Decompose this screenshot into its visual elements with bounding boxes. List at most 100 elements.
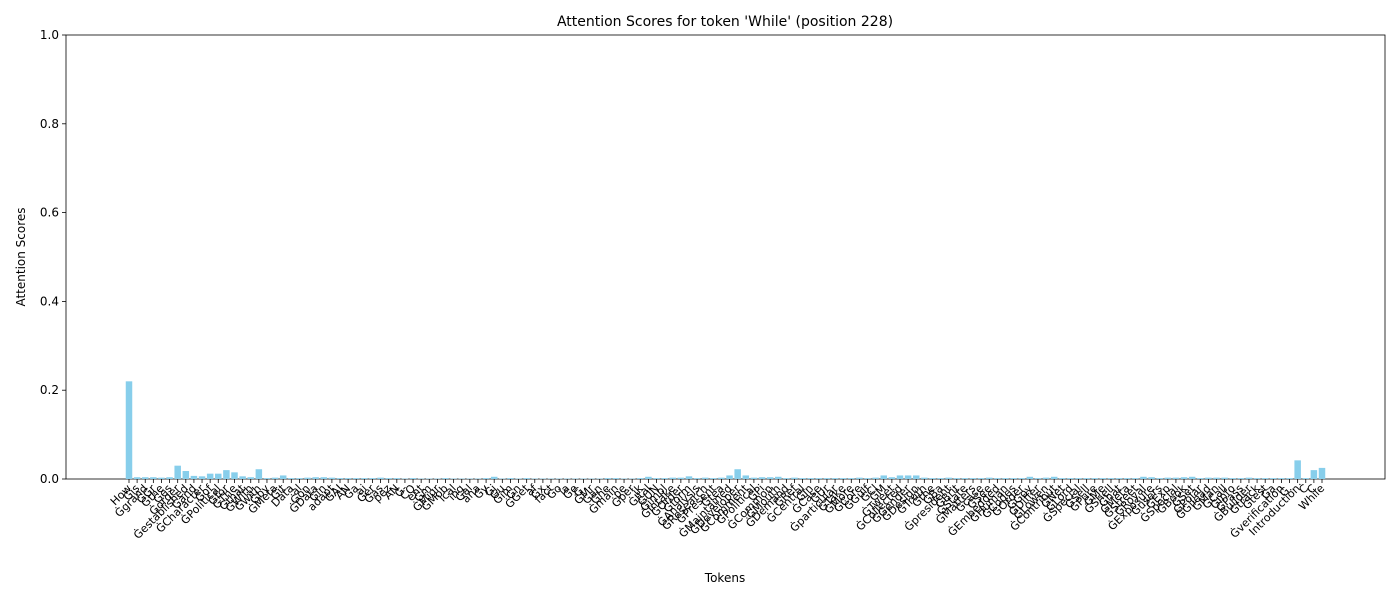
bar	[758, 477, 766, 479]
y-tick-label: 0.4	[40, 294, 59, 308]
bar	[831, 478, 839, 479]
bar	[1034, 478, 1042, 479]
chart-title: Attention Scores for token 'While' (posi…	[557, 14, 893, 30]
bar	[1010, 478, 1017, 479]
bar	[141, 477, 149, 479]
bar	[271, 477, 279, 479]
bar	[1213, 477, 1220, 479]
bar	[1042, 477, 1050, 479]
bar	[263, 478, 271, 479]
bar	[1261, 478, 1269, 479]
bar	[848, 478, 855, 479]
bar	[1050, 476, 1058, 479]
bar	[1253, 478, 1261, 479]
bar	[986, 477, 993, 479]
bar	[409, 478, 417, 479]
bar	[1172, 477, 1180, 479]
bar	[823, 478, 831, 479]
bar	[685, 476, 693, 479]
bar	[799, 478, 806, 479]
bar	[166, 477, 173, 479]
bar	[977, 478, 985, 479]
bar	[921, 477, 928, 479]
bar	[872, 477, 879, 479]
bar	[507, 478, 514, 479]
bar	[158, 477, 165, 479]
bar	[1245, 477, 1253, 479]
bar	[125, 381, 133, 479]
bar	[612, 478, 620, 479]
bar	[637, 478, 644, 479]
bar	[969, 478, 977, 479]
bar	[929, 478, 936, 479]
bar	[1164, 477, 1172, 479]
bar	[344, 478, 352, 479]
bar	[1270, 478, 1277, 479]
bar	[604, 478, 612, 479]
bar	[653, 478, 660, 479]
bar	[442, 478, 449, 479]
bar	[734, 469, 741, 479]
bar	[1132, 478, 1139, 479]
bar	[1229, 478, 1236, 479]
bar	[896, 475, 904, 479]
bar	[1059, 478, 1066, 479]
bar	[1188, 476, 1196, 479]
bar	[1115, 478, 1123, 479]
bar	[215, 473, 222, 479]
bar	[1140, 476, 1147, 479]
bar	[247, 477, 254, 479]
bar	[385, 478, 392, 479]
bar	[352, 478, 360, 479]
bar	[490, 476, 498, 479]
bar	[677, 477, 685, 479]
bar	[320, 477, 328, 479]
bar	[1294, 460, 1301, 479]
x-axis-label: Tokens	[704, 571, 745, 585]
bar	[904, 475, 912, 479]
bar	[1123, 478, 1131, 479]
bar	[661, 478, 668, 479]
bar	[1075, 478, 1082, 479]
bar	[1302, 478, 1310, 479]
bar	[231, 472, 238, 479]
bar	[815, 478, 823, 479]
bar	[304, 477, 311, 479]
bar	[1107, 478, 1115, 479]
bar	[1180, 477, 1188, 479]
bar	[296, 478, 303, 479]
bar	[182, 471, 190, 479]
bar	[994, 478, 1001, 479]
bar	[945, 477, 952, 479]
y-tick-label: 0.0	[40, 472, 59, 486]
plot-frame	[65, 34, 1386, 480]
bar	[1083, 478, 1090, 479]
bar	[888, 477, 896, 479]
bar	[961, 478, 969, 479]
bar	[1026, 476, 1034, 479]
bar	[1148, 477, 1155, 479]
bar	[369, 478, 376, 479]
bar	[839, 478, 847, 479]
bar	[775, 476, 782, 479]
bar	[726, 475, 733, 479]
bar	[198, 476, 206, 479]
bar	[239, 476, 246, 479]
y-tick-label: 1.0	[40, 28, 59, 42]
bar	[953, 478, 961, 479]
bar	[807, 478, 814, 479]
bar	[937, 478, 944, 479]
y-tick-label: 0.6	[40, 206, 59, 220]
bar	[1002, 478, 1009, 479]
bar	[693, 478, 701, 479]
bar	[1221, 477, 1228, 479]
y-axis-label: Attention Scores	[14, 207, 28, 306]
bar	[174, 465, 181, 479]
bar	[791, 477, 798, 479]
bar	[1197, 478, 1204, 479]
bar	[1099, 478, 1107, 479]
bar	[279, 475, 287, 479]
bar	[1091, 478, 1099, 479]
bar	[880, 475, 888, 479]
bar	[1286, 478, 1293, 479]
